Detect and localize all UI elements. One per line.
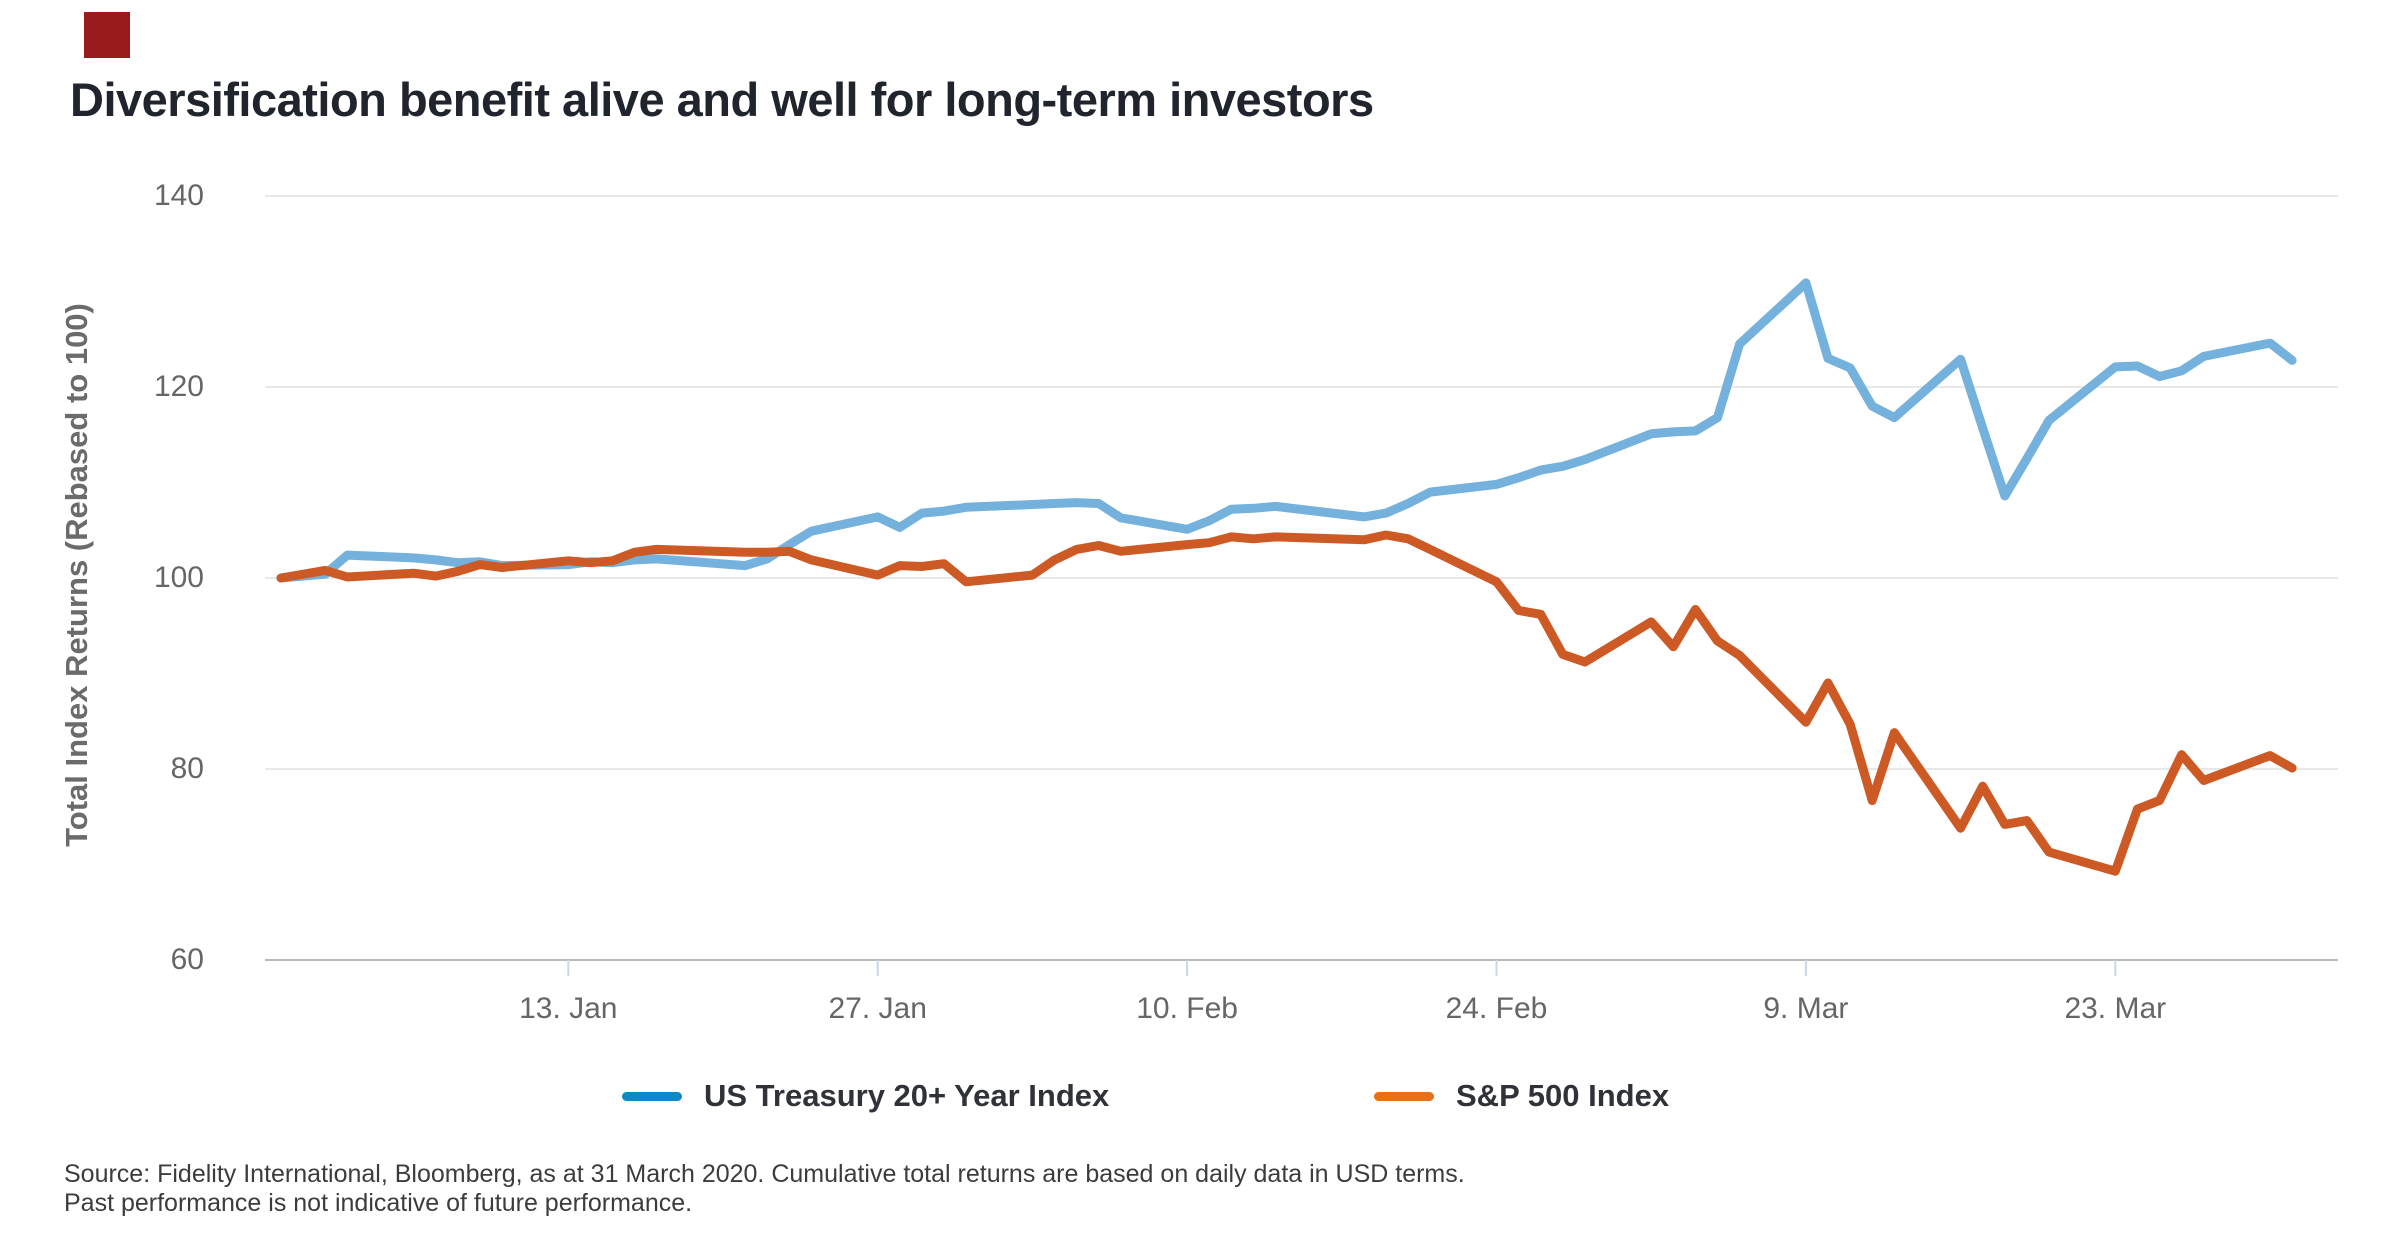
treasury-legend-label: US Treasury 20+ Year Index <box>704 1078 1110 1113</box>
gridlines <box>265 195 2338 961</box>
x-tick-marks <box>567 960 2117 976</box>
y-tick-label: 60 <box>170 943 204 976</box>
sp500-series-line[interactable] <box>276 530 2297 876</box>
chart-title: Diversification benefit alive and well f… <box>70 73 1374 126</box>
y-tick-label: 100 <box>153 561 204 594</box>
x-tick-label: 10. Feb <box>1136 992 1238 1025</box>
legend-item-treasury[interactable]: US Treasury 20+ Year Index <box>622 1076 1109 1116</box>
brand-mark <box>84 12 130 58</box>
x-tick-label: 23. Mar <box>2064 992 2167 1025</box>
y-tick-label: 140 <box>153 179 204 212</box>
y-tick-label: 120 <box>153 370 204 403</box>
legend-item-sp500[interactable]: S&P 500 Index <box>1374 1076 1669 1116</box>
x-tick-label: 27. Jan <box>828 992 927 1025</box>
sp500-legend-label: S&P 500 Index <box>1456 1078 1670 1113</box>
x-tick-label: 13. Jan <box>519 992 618 1025</box>
y-tick-label: 80 <box>170 752 204 785</box>
source-text-line2: Past performance is not indicative of fu… <box>64 1189 693 1217</box>
source-text-line1: Source: Fidelity International, Bloomber… <box>64 1160 1465 1188</box>
treasury-legend-swatch <box>622 1091 682 1101</box>
x-tick-label: 24. Feb <box>1445 992 1548 1025</box>
x-tick-label: 9. Mar <box>1763 992 1849 1025</box>
sp500-legend-swatch <box>1374 1091 1434 1101</box>
